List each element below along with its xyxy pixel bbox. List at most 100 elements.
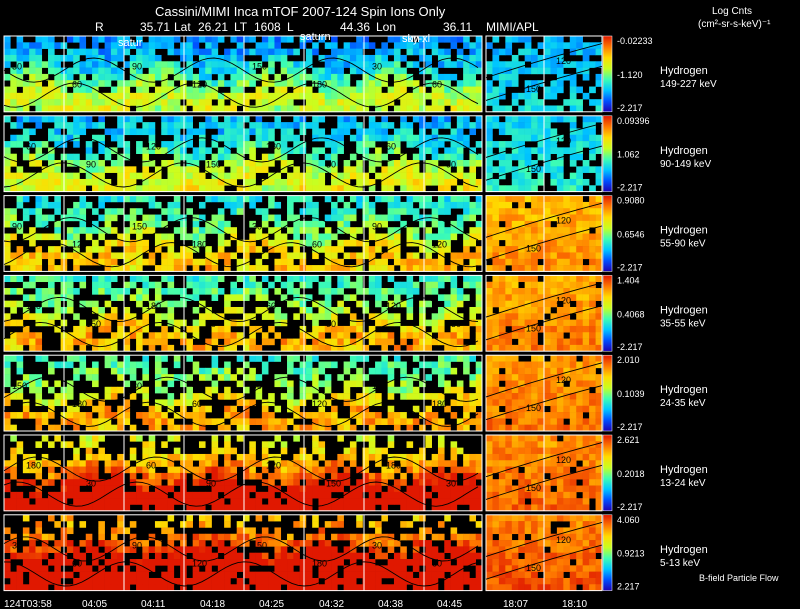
contour-label: 180 [312, 558, 327, 568]
colorbar-max: 2.621 [617, 435, 640, 445]
contour-label: 180 [26, 461, 41, 471]
colorbar-min: -2.217 [617, 502, 643, 512]
footer-label: B-field Particle Flow [699, 573, 779, 583]
contour-label: 60 [146, 461, 156, 471]
lt-label: LT [234, 20, 248, 34]
contour-label: 120 [432, 239, 447, 249]
credit-label: MIMI/APL [486, 20, 539, 34]
colorbar [602, 514, 613, 591]
contour-label: 90 [206, 479, 216, 489]
contour-label: 180 [146, 301, 161, 311]
inset-heatmap-cells [486, 355, 603, 432]
lat-label: Lat [174, 20, 191, 34]
contour-label: 180 [266, 141, 281, 151]
colorbar-min: -2.217 [617, 183, 643, 193]
panel-4: 120 150 180 30 60 90 120 150 120 150 1.404 0.4068 -2… [3, 274, 708, 352]
series-name: Hydrogen [660, 225, 708, 237]
contour-label: 150 [132, 221, 147, 231]
contour-label: 30 [372, 540, 382, 550]
inset-contour [485, 544, 603, 580]
contour-label: 120 [192, 80, 207, 90]
panel-5: 150 180 30 60 90 120 150 180 120 150 2.010 0.1039 -2… [3, 354, 708, 432]
contour-label: 120 [72, 239, 87, 249]
contour-label: 30 [206, 319, 216, 329]
contour-label: 120 [146, 141, 161, 151]
inset-contour [485, 202, 603, 238]
inset-contour-label: 150 [526, 323, 541, 333]
panel-7: 30 60 90 120 150 180 30 60 120 150 4.060 0.9213 2.21… [3, 514, 708, 592]
series-name: Hydrogen [660, 304, 708, 316]
inset-contour [485, 464, 603, 500]
contour-label: 180 [432, 399, 447, 409]
pitch-angle-contour [3, 217, 479, 243]
contour-label: 60 [386, 141, 396, 151]
time-tick-label: 124T03:58 [4, 599, 52, 609]
contour-label: 180 [72, 399, 87, 409]
event-marker: satur [118, 37, 143, 49]
contour-label: 60 [266, 301, 276, 311]
contour-label: 120 [266, 461, 281, 471]
inset-heatmap-cells [486, 115, 603, 192]
colorbar-max: 2.010 [617, 355, 640, 365]
inset-frame [485, 354, 603, 432]
contour-label: 90 [252, 381, 262, 391]
time-tick-label: 04:45 [437, 599, 462, 609]
colorbar-mid: 0.9213 [617, 549, 645, 559]
pitch-angle-contour [3, 296, 479, 323]
inset-frame [485, 274, 603, 352]
pitch-angle-contour [3, 162, 479, 188]
series-name: Hydrogen [660, 145, 708, 157]
contour-label: 150 [326, 479, 341, 489]
contour-label: 90 [86, 159, 96, 169]
inset-contour-label: 150 [526, 563, 541, 573]
contour-label: 30 [446, 479, 456, 489]
l-label: L [287, 20, 294, 34]
contour-label: 150 [12, 381, 27, 391]
inset-contour-label: 150 [526, 403, 541, 413]
series-name: Hydrogen [660, 384, 708, 396]
colorbar-max: 4.060 [617, 515, 640, 525]
time-tick-label: 04:18 [200, 599, 225, 609]
inset-contour-label: 120 [556, 136, 571, 146]
inset-contour-label: 150 [526, 164, 541, 174]
colorbar [602, 195, 613, 272]
inset-contour [485, 362, 603, 398]
panel-frame [3, 434, 483, 512]
colorbar-mid: 0.6546 [617, 230, 645, 240]
contour-label: 60 [432, 558, 442, 568]
l-value: 44.36 [340, 20, 370, 34]
inset-contour [485, 43, 603, 79]
time-tick-label: 04:25 [259, 599, 284, 609]
series-energy: 55-90 keV [660, 239, 706, 250]
inset-heatmap-cells [486, 36, 603, 113]
contour-label: 120 [26, 301, 41, 311]
time-tick-label: 04:05 [82, 599, 107, 609]
lon-value: 36.11 [443, 20, 472, 34]
inset-contour [485, 145, 603, 181]
inset-contour-label: 150 [526, 84, 541, 94]
lt-value: 1608 [254, 20, 281, 34]
inset-contour-label: 120 [556, 295, 571, 305]
event-marker: sky-xl [402, 33, 430, 45]
contour-label: 90 [12, 221, 22, 231]
inset-contour [485, 282, 603, 318]
panel-frame [3, 514, 483, 592]
pitch-angle-contour [3, 137, 479, 163]
contour-label: 120 [192, 558, 207, 568]
inset-contour-label: 120 [556, 375, 571, 385]
colorbar-mid: 1.062 [617, 150, 640, 160]
contour-label: 120 [386, 301, 401, 311]
r-label: R [95, 20, 104, 34]
units-line-1: Log Cnts [712, 6, 752, 17]
colorbar [602, 115, 613, 192]
inset-frame [485, 514, 603, 592]
heatmap-cells [4, 36, 483, 113]
panel-frame [3, 354, 483, 432]
contour-label: 60 [26, 141, 36, 151]
contour-label: 90 [132, 540, 142, 550]
contour-label: 150 [446, 319, 461, 329]
panel-3: 90 120 150 180 30 60 90 120 120 150 0.9080 0.6546 -2… [3, 195, 708, 272]
pitch-angle-contour [3, 536, 479, 562]
contour-label: 180 [192, 239, 207, 249]
colorbar-min: -2.217 [617, 103, 643, 113]
